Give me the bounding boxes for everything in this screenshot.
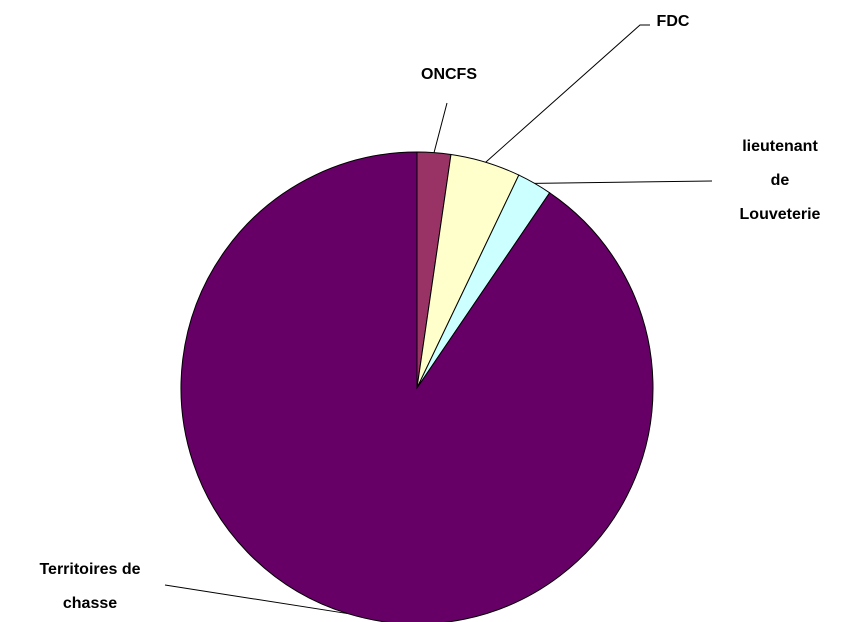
leader-line [164,584,348,615]
pie-slice [180,151,654,622]
slice-label: ONCFS [421,66,477,83]
slice-label: lieutenant de Louveterie [739,138,821,223]
leader-line [433,102,448,153]
slice-label: Territoires de chasse [39,561,141,612]
slice-label: FDC [656,13,690,30]
leader-line [485,24,650,163]
leader-line [534,180,713,184]
